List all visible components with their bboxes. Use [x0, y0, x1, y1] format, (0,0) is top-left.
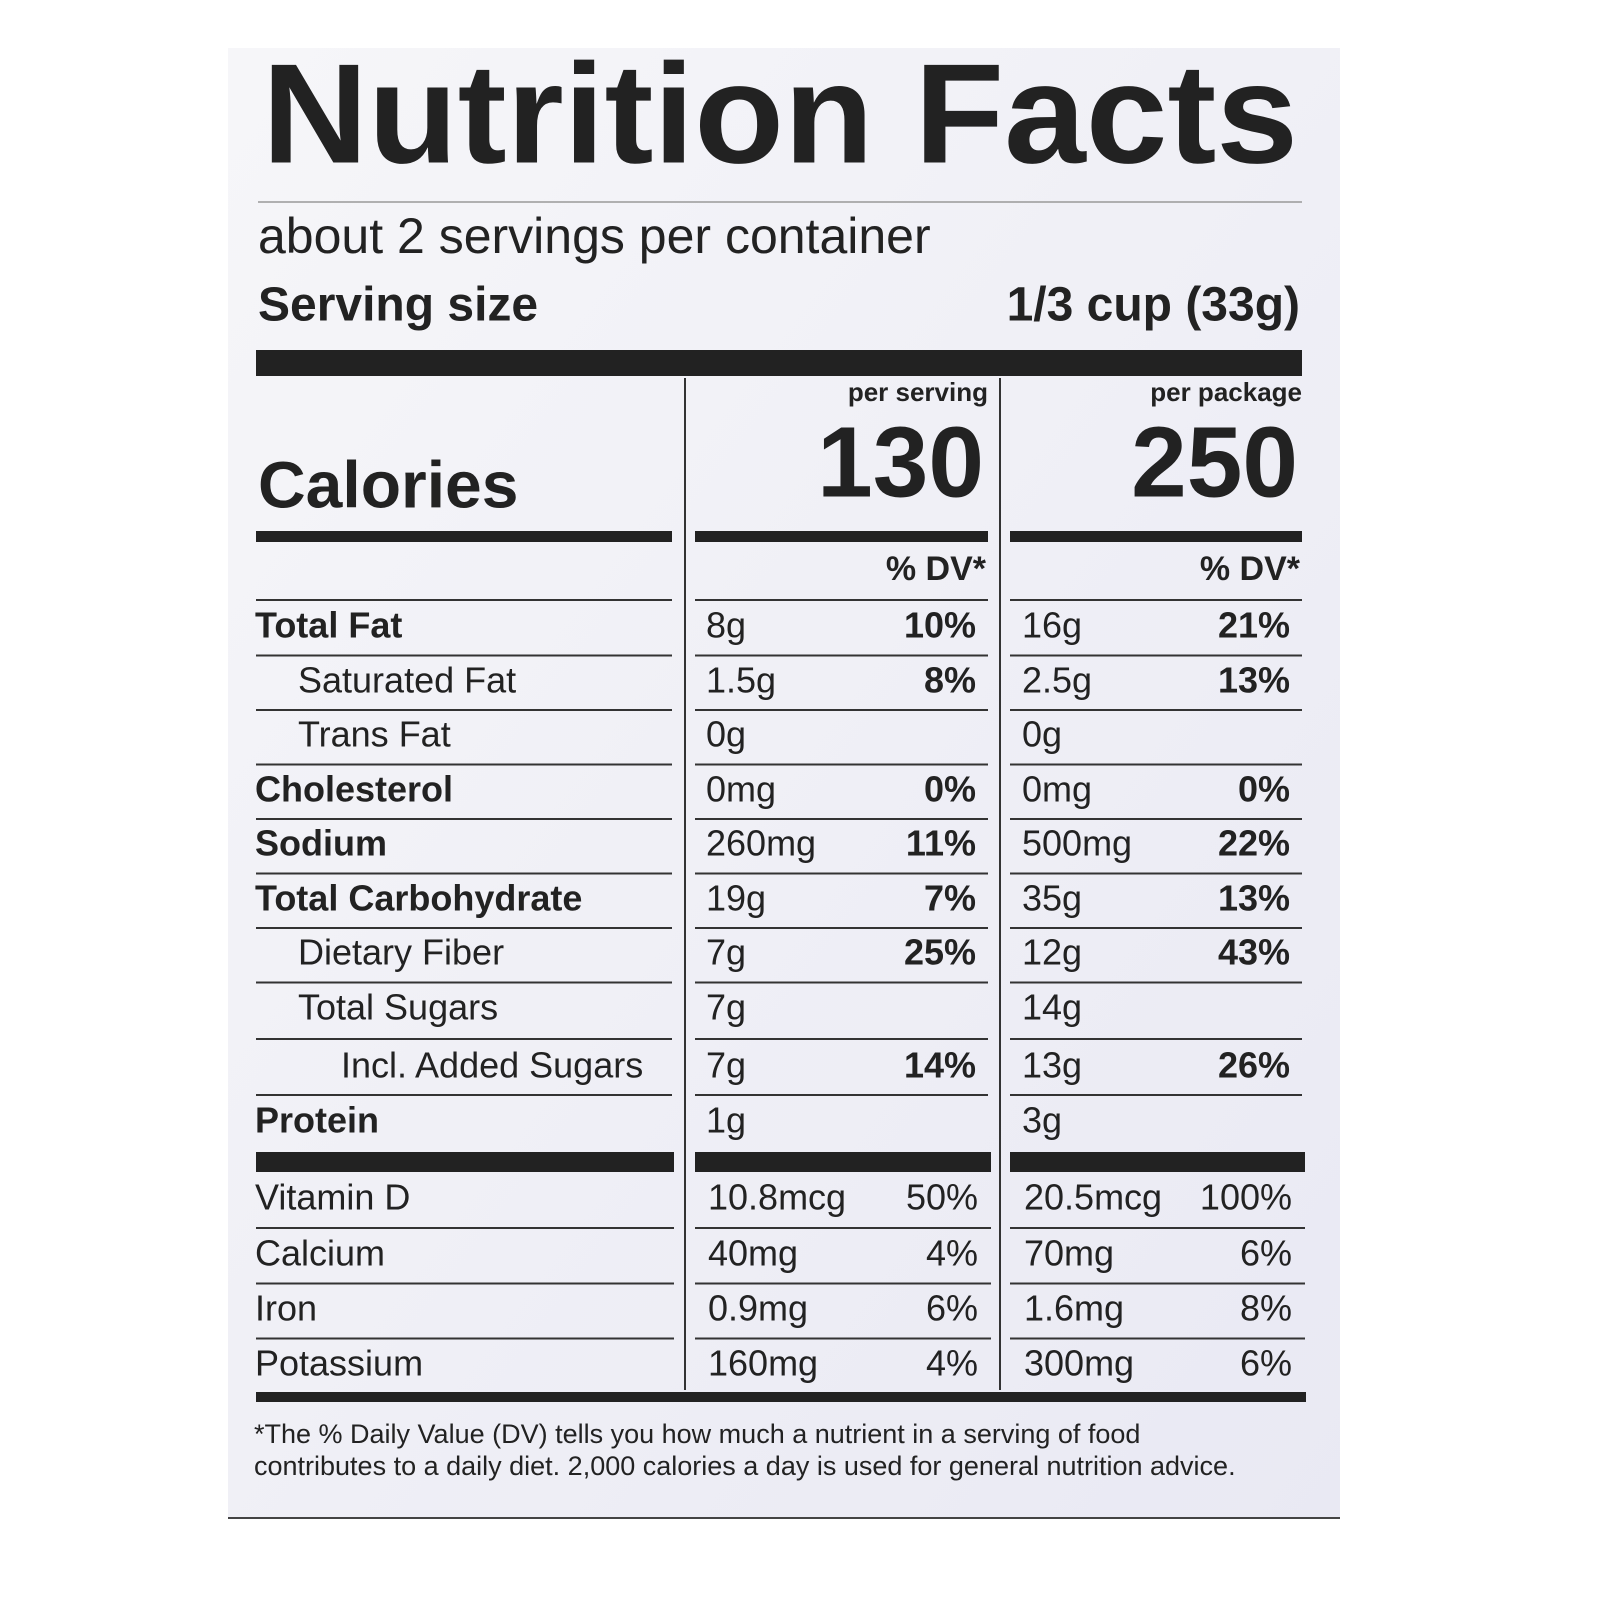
vitamin-name: Calcium — [255, 1233, 385, 1274]
nutrient-name: Incl. Added Sugars — [341, 1045, 643, 1086]
footnote: *The % Daily Value (DV) tells you how mu… — [254, 1419, 1140, 1449]
column-header: per package — [1150, 377, 1302, 407]
daily-value: 100% — [1200, 1177, 1292, 1218]
thick-bar — [256, 531, 672, 542]
nutrient-name: Sodium — [255, 823, 387, 864]
amount: 20.5mcg — [1024, 1177, 1162, 1218]
amount: 300mg — [1024, 1343, 1134, 1384]
nutrient-name: Saturated Fat — [298, 660, 516, 701]
daily-value: 50% — [906, 1177, 978, 1218]
nutrient-name: Dietary Fiber — [298, 932, 504, 973]
daily-value: 11% — [906, 823, 976, 864]
nutrient-name: Trans Fat — [298, 714, 451, 755]
amount: 8g — [706, 605, 746, 646]
amount: 13g — [1022, 1045, 1082, 1086]
daily-value: 4% — [926, 1343, 978, 1384]
daily-value: 8% — [924, 660, 976, 701]
amount: 500mg — [1022, 823, 1132, 864]
servings: about 2 servings per container — [258, 208, 931, 264]
nutrient-name: Total Carbohydrate — [255, 878, 582, 919]
daily-value: 21% — [1218, 605, 1290, 646]
amount: 16g — [1022, 605, 1082, 646]
daily-value: 10% — [904, 605, 976, 646]
amount: 3g — [1022, 1100, 1062, 1141]
amount: 0mg — [706, 769, 776, 810]
amount: 19g — [706, 878, 766, 919]
daily-value: 43% — [1218, 932, 1290, 973]
calories-value: 130 — [817, 406, 984, 518]
thick-bar — [695, 1152, 991, 1172]
amount: 7g — [706, 1045, 746, 1086]
amount: 7g — [706, 932, 746, 973]
daily-value: 22% — [1218, 823, 1290, 864]
daily-value: 4% — [926, 1233, 978, 1274]
amount: 2.5g — [1022, 660, 1092, 701]
daily-value: 0% — [1238, 769, 1290, 810]
amount: 0mg — [1022, 769, 1092, 810]
amount: 0g — [706, 714, 746, 755]
nutrient-name: Protein — [255, 1100, 379, 1141]
amount: 70mg — [1024, 1233, 1114, 1274]
amount: 0.9mg — [708, 1288, 808, 1329]
nutrient-name: Total Fat — [255, 605, 402, 646]
thick-bar — [1010, 1152, 1305, 1172]
dv-header: % DV* — [886, 550, 987, 588]
nutrient-name: Cholesterol — [255, 769, 453, 810]
thick-bar — [695, 531, 988, 542]
amount: 0g — [1022, 714, 1062, 755]
amount: 14g — [1022, 987, 1082, 1028]
label-background — [228, 48, 1340, 1518]
thick-bar — [256, 1152, 674, 1172]
daily-value: 13% — [1218, 878, 1290, 919]
title: Nutrition Facts — [262, 35, 1298, 194]
dv-header: % DV* — [1200, 550, 1301, 588]
thick-bar — [256, 350, 1302, 376]
daily-value: 14% — [904, 1045, 976, 1086]
vitamin-name: Potassium — [255, 1343, 423, 1384]
thick-bar — [256, 1392, 1306, 1402]
amount: 12g — [1022, 932, 1082, 973]
amount: 1.5g — [706, 660, 776, 701]
column-header: per serving — [848, 377, 988, 407]
calories-value: 250 — [1131, 406, 1298, 518]
daily-value: 13% — [1218, 660, 1290, 701]
thick-bar — [1010, 531, 1302, 542]
amount: 1g — [706, 1100, 746, 1141]
serving-size-label: Serving size — [258, 279, 538, 332]
daily-value: 6% — [926, 1288, 978, 1329]
amount: 10.8mcg — [708, 1177, 846, 1218]
daily-value: 26% — [1218, 1045, 1290, 1086]
calories-label: Calories — [258, 447, 518, 521]
daily-value: 7% — [924, 878, 976, 919]
serving-size-value: 1/3 cup (33g) — [1007, 279, 1300, 332]
daily-value: 6% — [1240, 1343, 1292, 1384]
amount: 40mg — [708, 1233, 798, 1274]
daily-value: 25% — [904, 932, 976, 973]
amount: 1.6mg — [1024, 1288, 1124, 1329]
amount: 35g — [1022, 878, 1082, 919]
amount: 260mg — [706, 823, 816, 864]
daily-value: 6% — [1240, 1233, 1292, 1274]
vitamin-name: Vitamin D — [255, 1177, 410, 1218]
amount: 160mg — [708, 1343, 818, 1384]
daily-value: 0% — [924, 769, 976, 810]
amount: 7g — [706, 987, 746, 1028]
nutrient-name: Total Sugars — [298, 987, 498, 1028]
footnote: contributes to a daily diet. 2,000 calor… — [254, 1451, 1236, 1481]
daily-value: 8% — [1240, 1288, 1292, 1329]
vitamin-name: Iron — [255, 1288, 317, 1329]
